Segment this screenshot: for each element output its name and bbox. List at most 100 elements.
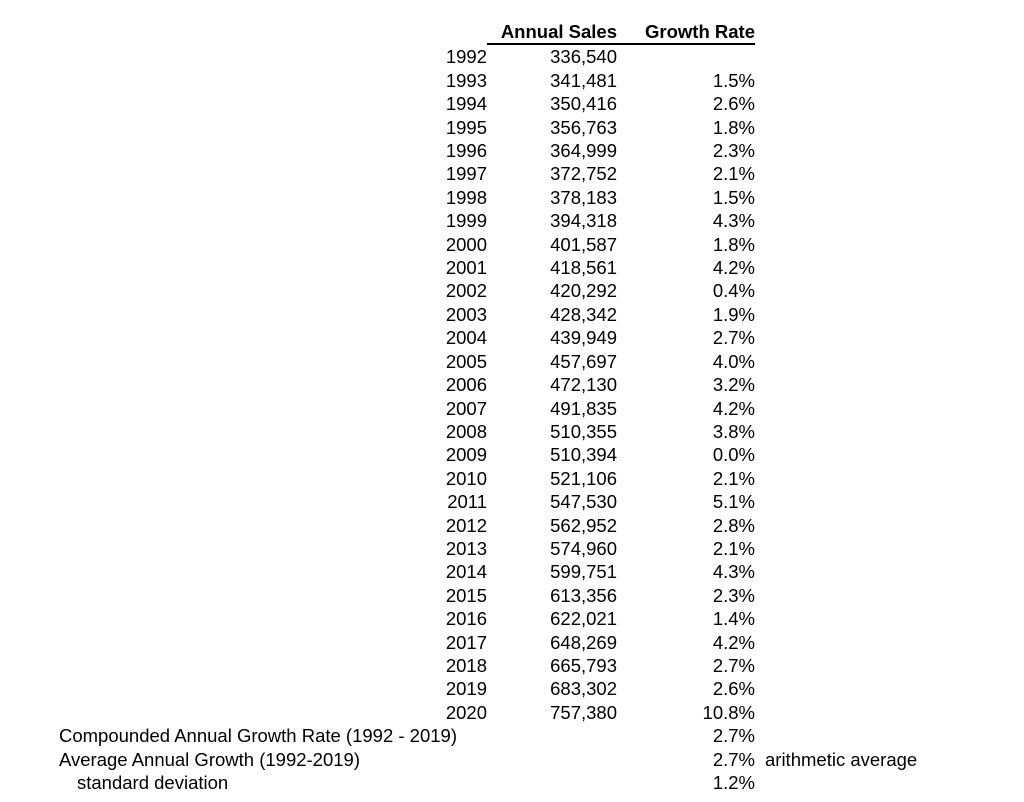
year-cell: 2000 <box>445 233 487 255</box>
growth-rate-cell: 4.2% <box>712 397 755 419</box>
growth-rate-cell <box>617 44 755 68</box>
empty-cell <box>755 256 1024 279</box>
growth-rate-cell: 2.6% <box>712 93 755 115</box>
growth-rate-cell: 2.7% <box>712 327 755 349</box>
table-row: 1998 378,183 1.5% <box>0 186 1024 209</box>
empty-cell <box>755 162 1024 185</box>
empty-cell <box>755 373 1024 396</box>
growth-rate-cell: 1.4% <box>712 608 755 630</box>
annual-sales-cell: 418,561 <box>550 257 617 279</box>
year-cell: 2002 <box>445 280 487 302</box>
year-cell: 2018 <box>445 654 487 676</box>
standard-deviation-label: standard deviation <box>77 772 229 793</box>
annual-sales-cell: 613,356 <box>550 584 617 606</box>
average-growth-label: Average Annual Growth (1992-2019) <box>59 748 360 770</box>
year-cell: 2010 <box>445 467 487 489</box>
growth-rate-cell: 2.3% <box>712 584 755 606</box>
empty-cell <box>755 443 1024 466</box>
empty-cell <box>755 326 1024 349</box>
year-cell: 2020 <box>445 701 487 723</box>
annual-sales-cell: 472,130 <box>550 374 617 396</box>
summary-row-standard-deviation: standard deviation 1.2% <box>0 771 1024 794</box>
growth-rate-cell: 2.3% <box>712 140 755 162</box>
table-row: 1996 364,999 2.3% <box>0 139 1024 162</box>
empty-cell <box>755 420 1024 443</box>
empty-cell <box>755 44 1024 68</box>
empty-cell <box>755 350 1024 373</box>
year-cell: 2013 <box>445 537 487 559</box>
annual-sales-cell: 491,835 <box>550 397 617 419</box>
year-cell: 2011 <box>447 491 487 513</box>
table-row: 1997 372,752 2.1% <box>0 162 1024 185</box>
growth-rate-cell: 4.0% <box>712 350 755 372</box>
year-cell: 2008 <box>445 420 487 442</box>
growth-rate-cell: 4.3% <box>712 210 755 232</box>
summary-row-cagr: Compounded Annual Growth Rate (1992 - 20… <box>0 724 1024 747</box>
table-row: 1994 350,416 2.6% <box>0 92 1024 115</box>
year-cell: 2012 <box>445 514 487 536</box>
average-growth-value: 2.7% <box>712 748 755 770</box>
annual-sales-cell: 378,183 <box>550 186 617 208</box>
table-row: 2012 562,952 2.8% <box>0 514 1024 537</box>
growth-rate-cell: 3.8% <box>712 420 755 442</box>
year-cell: 1992 <box>445 45 487 67</box>
table-row: 1999 394,318 4.3% <box>0 209 1024 232</box>
standard-deviation-value: 1.2% <box>712 772 755 793</box>
year-cell: 1993 <box>445 69 487 91</box>
cagr-value: 2.7% <box>712 725 755 747</box>
growth-rate-cell: 0.4% <box>712 280 755 302</box>
growth-rate-cell: 2.6% <box>712 678 755 700</box>
table-row: 2018 665,793 2.7% <box>0 654 1024 677</box>
annual-sales-cell: 562,952 <box>550 514 617 536</box>
growth-rate-cell: 1.5% <box>712 186 755 208</box>
annual-sales-cell: 372,752 <box>550 163 617 185</box>
year-cell: 2001 <box>445 257 487 279</box>
table-row: 2009 510,394 0.0% <box>0 443 1024 466</box>
annual-sales-sheet: Annual Sales Growth Rate 1992 336,540 1993… <box>0 20 1024 794</box>
year-cell: 2004 <box>445 327 487 349</box>
table-row: 2011 547,530 5.1% <box>0 490 1024 513</box>
growth-rate-cell: 1.5% <box>712 69 755 91</box>
annual-sales-cell: 420,292 <box>550 280 617 302</box>
year-cell: 2003 <box>445 303 487 325</box>
cagr-label: Compounded Annual Growth Rate (1992 - 20… <box>59 725 458 747</box>
growth-rate-cell: 10.8% <box>702 701 755 723</box>
annual-sales-cell: 350,416 <box>550 93 617 115</box>
note-column-header <box>755 20 1024 44</box>
table-row: 2017 648,269 4.2% <box>0 631 1024 654</box>
annual-sales-cell: 336,540 <box>550 46 617 68</box>
annual-sales-cell: 341,481 <box>550 69 617 91</box>
table-row: 2010 521,106 2.1% <box>0 467 1024 490</box>
header-row: Annual Sales Growth Rate <box>0 20 1024 46</box>
empty-cell <box>487 771 617 794</box>
table-row: 2015 613,356 2.3% <box>0 584 1024 607</box>
summary-row-average-growth: Average Annual Growth (1992-2019) 2.7% a… <box>0 748 1024 771</box>
year-cell: 2007 <box>445 397 487 419</box>
table-row: 1993 341,481 1.5% <box>0 69 1024 92</box>
annual-sales-cell: 457,697 <box>550 350 617 372</box>
year-cell: 1997 <box>445 163 487 185</box>
annual-sales-cell: 439,949 <box>550 327 617 349</box>
growth-rate-cell: 1.8% <box>712 116 755 138</box>
table-row: 2019 683,302 2.6% <box>0 677 1024 700</box>
empty-cell <box>755 607 1024 630</box>
table-row: 2008 510,355 3.8% <box>0 420 1024 443</box>
table-row: 1995 356,763 1.8% <box>0 116 1024 139</box>
cagr-note <box>755 724 1024 747</box>
table-row: 2002 420,292 0.4% <box>0 279 1024 302</box>
annual-sales-cell: 364,999 <box>550 140 617 162</box>
annual-sales-cell: 648,269 <box>550 631 617 653</box>
year-cell: 1999 <box>445 210 487 232</box>
annual-sales-cell: 521,106 <box>550 467 617 489</box>
table-row: 2006 472,130 3.2% <box>0 373 1024 396</box>
empty-cell <box>755 186 1024 209</box>
year-cell: 1996 <box>445 140 487 162</box>
empty-cell <box>755 560 1024 583</box>
table-row: 2007 491,835 4.2% <box>0 397 1024 420</box>
year-cell: 1995 <box>445 116 487 138</box>
growth-rate-column-header: Growth Rate <box>617 20 755 46</box>
empty-cell <box>755 397 1024 420</box>
growth-rate-cell: 3.2% <box>712 374 755 396</box>
table-row: 2013 574,960 2.1% <box>0 537 1024 560</box>
empty-cell <box>755 631 1024 654</box>
